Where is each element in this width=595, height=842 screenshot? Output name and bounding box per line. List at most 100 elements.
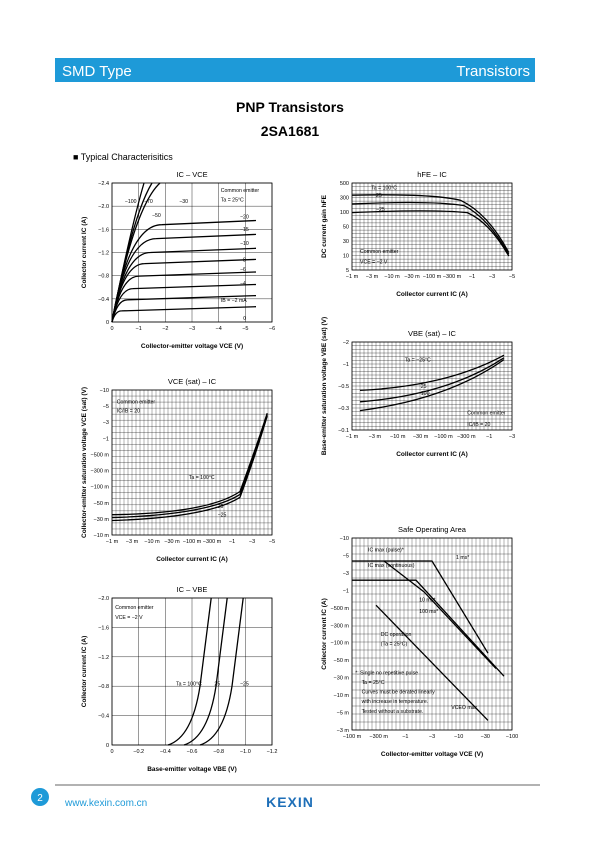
annotation: with increase in temperature.: [362, 699, 429, 705]
annotation: IB = −2 mA: [221, 298, 247, 304]
y-tick-label: −3 m: [337, 728, 350, 734]
y-tick-label: 5: [346, 268, 349, 274]
header-right: Transistors: [456, 63, 530, 80]
y-tick-label: −300 m: [91, 469, 110, 475]
y-axis-label: Base-emitter saturation voltage VBE (sat…: [321, 317, 328, 455]
curve: [352, 579, 505, 677]
x-axis-label: Collector current IC (A): [396, 451, 468, 458]
x-tick-label: −10 m: [390, 434, 406, 440]
y-tick-label: −30 m: [94, 517, 110, 523]
annotation: Common emitter: [467, 410, 506, 416]
y-tick-label: −500 m: [91, 452, 110, 458]
x-tick-label: −5: [242, 326, 248, 332]
plot-frame: [351, 341, 513, 431]
x-tick-label: −3 m: [369, 434, 382, 440]
y-tick-label: 0: [106, 743, 109, 749]
y-tick-label: −500 m: [331, 606, 350, 612]
x-tick-label: −300 m: [457, 434, 476, 440]
y-tick-label: −30 m: [334, 676, 350, 682]
annotation: Ta = 100°C: [371, 185, 397, 191]
section-heading: ■ Typical Characterisitics: [73, 152, 173, 162]
y-tick-label: −1.6: [98, 227, 109, 233]
y-tick-label: −2.0: [98, 596, 109, 602]
plot-frame: [111, 389, 273, 536]
annotation: Ta = −25°C: [405, 358, 431, 364]
x-tick-label: −1: [469, 274, 475, 280]
annotation: −15: [240, 227, 249, 233]
curve: [351, 201, 510, 255]
annotation: VCE = −2 V: [115, 615, 143, 621]
x-axis-label: Collector-emitter voltage VCE (V): [141, 343, 243, 350]
chart-title: hFE – IC: [417, 170, 447, 179]
y-tick-label: −100 m: [331, 641, 350, 647]
annotation: DC operation: [381, 632, 412, 638]
x-tick-label: −1 m: [106, 539, 119, 545]
annotation: −6: [240, 267, 246, 273]
x-tick-label: −5: [509, 274, 515, 280]
annotation: Common emitter: [115, 605, 154, 611]
y-tick-label: −0.8: [98, 274, 109, 280]
annotation: 1 ms*: [456, 555, 469, 561]
x-tick-label: −1: [402, 734, 408, 740]
annotation: 0: [243, 316, 246, 322]
annotation: 10 ms*: [419, 597, 435, 603]
curve: [183, 597, 228, 746]
y-tick-label: 30: [343, 239, 349, 245]
footer-logo: KEXIN: [266, 794, 314, 810]
curve: [111, 182, 161, 323]
x-tick-label: −1: [136, 326, 142, 332]
x-tick-label: −3 m: [126, 539, 139, 545]
x-tick-label: −4: [216, 326, 222, 332]
x-tick-label: −0.8: [213, 749, 224, 755]
curve: [352, 560, 489, 654]
x-tick-label: −30: [481, 734, 490, 740]
y-axis-label: Collector current IC (A): [81, 217, 88, 289]
x-tick-label: −30 m: [413, 434, 429, 440]
annotation: −25: [376, 207, 385, 213]
annotation: IC max (pulse)*: [368, 548, 404, 554]
y-tick-label: −0.5: [338, 384, 349, 390]
curve: [375, 604, 489, 721]
y-tick-label: −10: [340, 536, 349, 542]
x-tick-label: −3: [189, 326, 195, 332]
y-tick-label: 10: [343, 254, 349, 260]
y-tick-label: 0: [106, 320, 109, 326]
x-tick-label: −3: [509, 434, 515, 440]
annotation: −25: [218, 513, 227, 519]
annotation: 100: [421, 391, 430, 397]
x-tick-label: −3: [429, 734, 435, 740]
y-tick-label: −10 m: [334, 693, 350, 699]
page-number: 2: [37, 793, 43, 804]
x-tick-label: −1: [486, 434, 492, 440]
y-tick-label: −50 m: [94, 501, 110, 507]
x-tick-label: −0.2: [133, 749, 144, 755]
x-tick-label: −2: [162, 326, 168, 332]
y-tick-label: −5: [103, 404, 109, 410]
annotation: −4: [240, 281, 246, 287]
x-tick-label: −3 m: [366, 274, 379, 280]
annotation: −50: [152, 213, 161, 219]
annotation: −100: [125, 199, 137, 205]
x-tick-label: −100 m: [423, 274, 442, 280]
curve: [359, 357, 505, 403]
plot-frame: [111, 182, 273, 323]
y-axis-label: DC current gain hFE: [321, 194, 328, 258]
x-tick-label: −1 m: [346, 434, 359, 440]
annotation: 25: [214, 681, 220, 687]
annotation: Common emitter: [221, 188, 260, 194]
y-tick-label: −300 m: [331, 623, 350, 629]
annotation: −10: [240, 241, 249, 247]
title: PNP Transistors: [236, 99, 344, 115]
curve: [111, 414, 268, 519]
x-tick-label: −3: [489, 274, 495, 280]
x-tick-label: −0.6: [187, 749, 198, 755]
annotation: −30: [179, 199, 188, 205]
plot-frame: [111, 597, 273, 746]
y-tick-label: 300: [340, 196, 349, 202]
y-tick-label: −3: [103, 420, 109, 426]
x-tick-label: −100 m: [343, 734, 362, 740]
annotation: VCE = −2 V: [360, 259, 388, 265]
y-tick-label: −2: [343, 340, 349, 346]
annotation: −8: [240, 257, 246, 263]
